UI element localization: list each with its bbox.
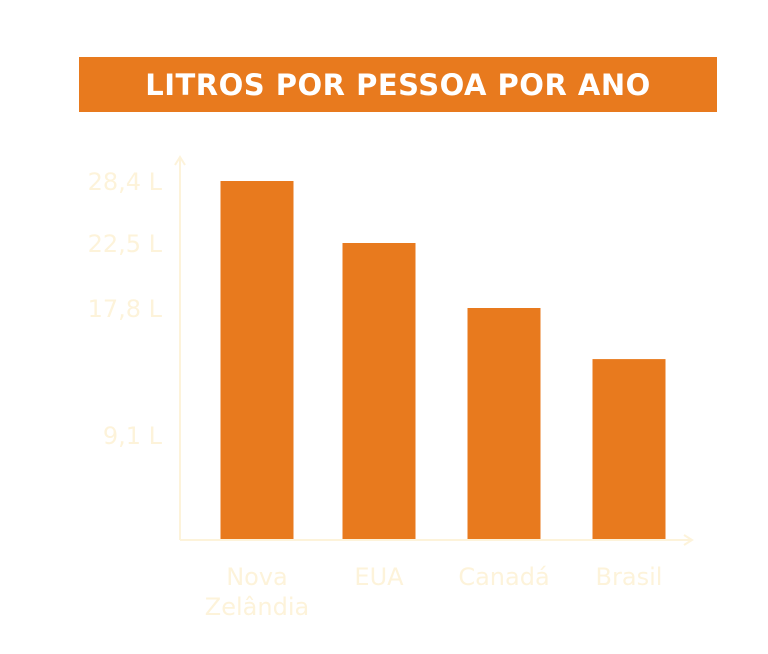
- bar-4: [592, 359, 666, 540]
- x-axis-arrow-icon: [683, 534, 694, 546]
- x-tick-label: Brasil: [596, 563, 663, 591]
- y-tick-label: 28,4 L: [88, 168, 163, 196]
- bar-1: [220, 181, 294, 540]
- x-tick-label: Canadá: [458, 563, 549, 591]
- y-tick-label: 9,1 L: [103, 422, 163, 450]
- y-tick-label: 22,5 L: [88, 230, 163, 258]
- chart-title-bar: LITROS POR PESSOA POR ANO: [79, 57, 717, 112]
- x-tick-label: EUA: [354, 563, 404, 591]
- x-tick-label: Nova: [226, 563, 288, 591]
- chart-title: LITROS POR PESSOA POR ANO: [145, 67, 651, 102]
- x-tick-label: Zelândia: [205, 593, 309, 621]
- y-axis-arrow-icon: [174, 155, 186, 166]
- y-tick-label: 17,8 L: [88, 295, 163, 323]
- bar-2: [342, 243, 416, 540]
- bar-3: [467, 308, 541, 540]
